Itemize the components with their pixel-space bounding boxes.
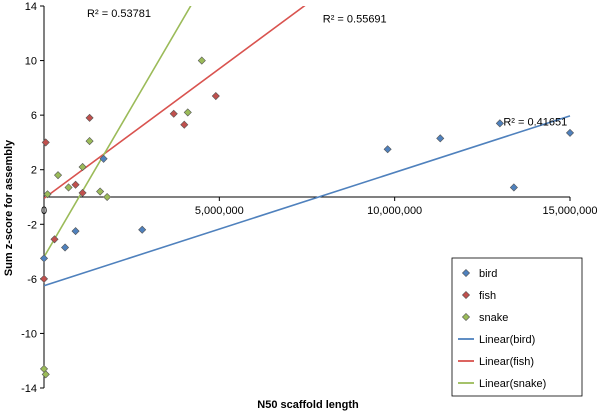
- snake-point: [43, 190, 52, 199]
- bird-point: [138, 225, 147, 234]
- snake-point: [64, 183, 73, 192]
- x-tick-label: 5,000,000: [195, 205, 244, 217]
- fish-point: [169, 109, 178, 118]
- legend-label-linearsnake: Linear(snake): [479, 378, 546, 390]
- y-tick-label: 14: [25, 1, 37, 13]
- fish-point: [39, 274, 49, 283]
- legend-box: [451, 257, 583, 397]
- x-tick-label: 0: [41, 205, 47, 217]
- snake-point: [85, 137, 94, 146]
- snake-point: [197, 56, 206, 65]
- y-tick-label: 2: [31, 165, 37, 177]
- y-axis-title: Sum z-score for assembly: [3, 139, 15, 276]
- trendline-linearbird: [44, 115, 571, 287]
- legend-label-bird: bird: [479, 268, 497, 280]
- y-tick-label: -6: [27, 274, 37, 286]
- bird-point: [61, 243, 70, 252]
- data-points: [39, 56, 575, 379]
- y-tick-label: -10: [21, 328, 37, 340]
- bird-point: [436, 134, 445, 143]
- fish-point: [71, 180, 80, 189]
- y-tick-label: -2: [27, 219, 37, 231]
- snake-point: [78, 162, 87, 172]
- fish-point: [211, 92, 220, 101]
- snake-point: [54, 171, 63, 180]
- trendlines: [44, 6, 571, 287]
- legend-label-fish: fish: [479, 290, 496, 302]
- trendline-linearsnake: [44, 6, 192, 258]
- snake-point: [96, 187, 105, 196]
- legend-label-linearbird: Linear(bird): [479, 334, 535, 346]
- legend: bird fish snake Linear(bird) Linear(fish) Lin…: [451, 257, 583, 397]
- x-tick-label: 15,000,000: [542, 205, 597, 217]
- trendline-linearfish: [44, 6, 306, 200]
- snake-point: [41, 370, 50, 379]
- legend-marker-bird: [461, 268, 471, 278]
- fish-point: [78, 188, 87, 197]
- bird-point: [99, 154, 108, 163]
- legend-label-snake: snake: [479, 312, 508, 324]
- bird-point: [565, 128, 575, 137]
- legend-marker-fish: [461, 290, 471, 300]
- legend-marker-snake: [461, 312, 471, 322]
- fish-point: [85, 113, 94, 122]
- r-squared-label: R² = 0.55691: [323, 13, 387, 25]
- fish-point: [41, 138, 50, 147]
- bird-point: [495, 119, 504, 128]
- bird-point: [71, 227, 80, 236]
- fish-point: [180, 120, 189, 129]
- y-tick-label: -14: [21, 383, 37, 395]
- r-squared-labels: R² = 0.41651 R² = 0.55691 R² = 0.53781: [87, 8, 567, 128]
- x-axis-title: N50 scaffold length: [257, 399, 359, 411]
- fish-point: [50, 235, 59, 244]
- y-tick-label: 10: [25, 56, 37, 68]
- bird-point: [509, 183, 518, 192]
- tick-labels: -14 -10 -6 -2 2 6 10 14 0 5,000,000 10,000,000 15,0…: [21, 1, 597, 395]
- axes: [40, 5, 571, 389]
- r-squared-label: R² = 0.53781: [87, 8, 151, 20]
- x-tick-label: 10,000,000: [367, 205, 422, 217]
- bird-point: [383, 145, 392, 154]
- legend-label-linearfish: Linear(fish): [479, 356, 534, 368]
- snake-point: [103, 192, 112, 202]
- bird-point: [39, 254, 49, 263]
- y-tick-label: 6: [31, 110, 37, 122]
- r-squared-label: R² = 0.41651: [503, 116, 567, 128]
- snake-point: [183, 108, 192, 117]
